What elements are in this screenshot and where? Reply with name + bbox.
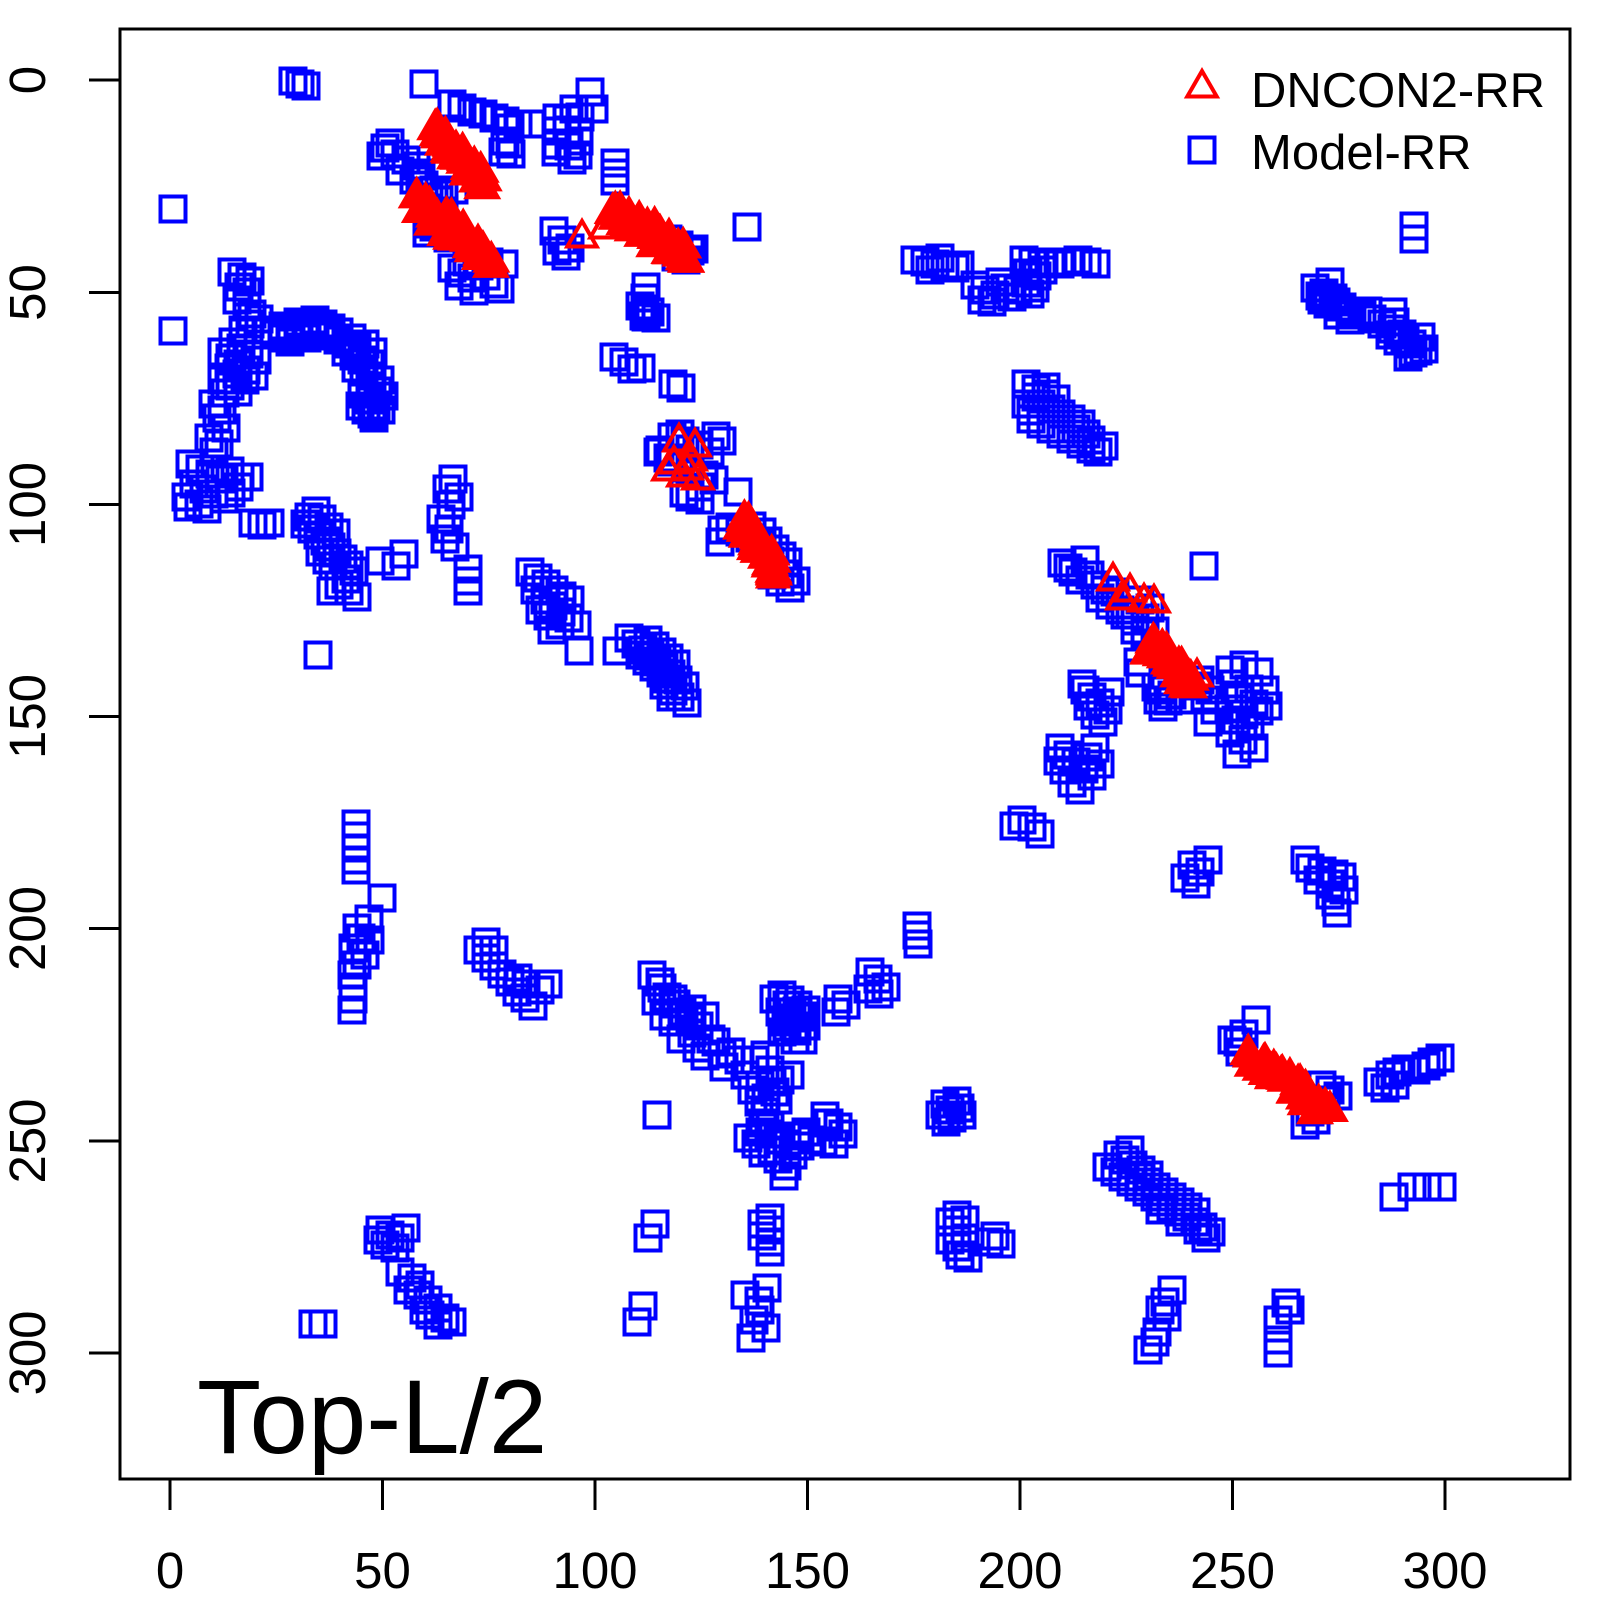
- svg-text:Top-L/2: Top-L/2: [197, 1359, 547, 1476]
- svg-text:DNCON2-RR: DNCON2-RR: [1251, 64, 1545, 118]
- svg-text:0: 0: [156, 1542, 184, 1599]
- svg-text:0: 0: [0, 66, 56, 94]
- svg-text:Model-RR: Model-RR: [1251, 126, 1472, 180]
- svg-text:250: 250: [1190, 1542, 1275, 1599]
- svg-text:50: 50: [354, 1542, 411, 1599]
- svg-text:250: 250: [0, 1098, 56, 1183]
- svg-text:300: 300: [1402, 1542, 1487, 1599]
- svg-text:200: 200: [977, 1542, 1062, 1599]
- svg-text:50: 50: [0, 264, 56, 321]
- svg-text:100: 100: [0, 462, 56, 547]
- svg-text:200: 200: [0, 886, 56, 971]
- svg-text:100: 100: [552, 1542, 637, 1599]
- svg-text:150: 150: [765, 1542, 850, 1599]
- svg-text:300: 300: [0, 1310, 56, 1395]
- svg-text:150: 150: [0, 674, 56, 759]
